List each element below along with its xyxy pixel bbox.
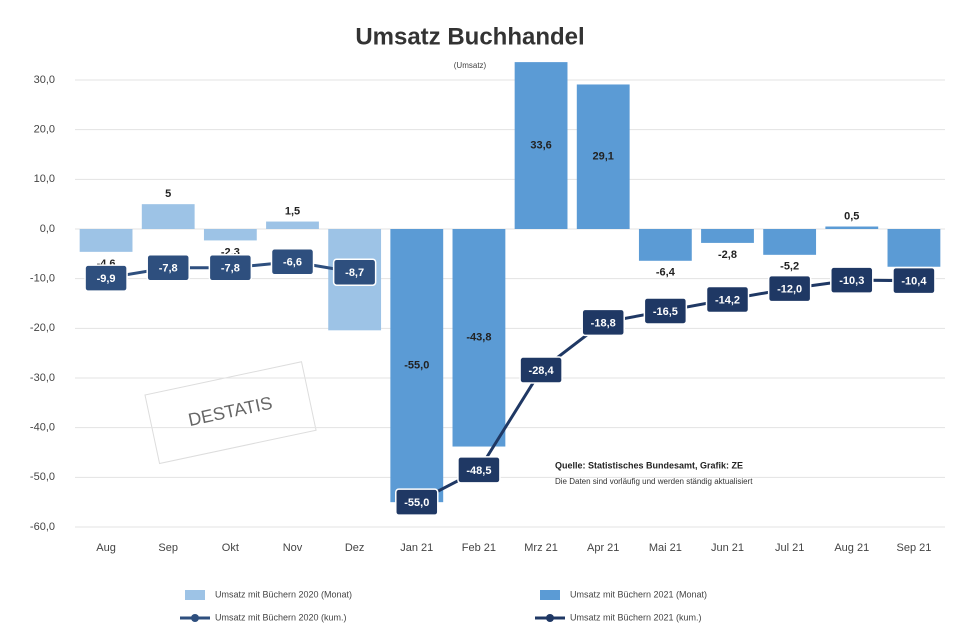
x-tick-label: Aug xyxy=(96,542,116,554)
x-tick-label: Dez xyxy=(345,542,365,554)
data-label: -6,4 xyxy=(656,267,676,279)
data-label: 1,5 xyxy=(285,205,300,217)
x-tick-label: Mai 21 xyxy=(649,542,682,554)
note: Die Daten sind vorläufig und werden stän… xyxy=(555,477,753,486)
line-label-box xyxy=(84,264,128,292)
x-tick-label: Okt xyxy=(222,542,239,554)
data-label: -12,0 xyxy=(777,284,802,296)
line-label-box xyxy=(146,253,190,282)
y-tick-label: -30,0 xyxy=(30,372,55,384)
bar xyxy=(452,229,506,447)
data-label: -8,7 xyxy=(345,267,364,279)
legend-label: Umsatz mit Büchern 2021 (kum.) xyxy=(570,612,702,622)
x-tick-label: Nov xyxy=(283,542,303,554)
data-label: -5,2 xyxy=(780,261,799,273)
line-label-box xyxy=(705,285,750,314)
data-label: 0,5 xyxy=(844,210,859,222)
chart-title: Umsatz Buchhandel xyxy=(355,23,584,50)
line-label-box xyxy=(892,266,936,295)
line-label-box xyxy=(332,258,377,286)
data-label: -43,8 xyxy=(466,332,491,344)
logo-card: DESTATIS xyxy=(144,361,317,465)
legend-label: Umsatz mit Büchern 2020 (Monat) xyxy=(215,589,352,599)
data-label: -7,8 xyxy=(221,263,240,275)
x-tick-label: Sep xyxy=(158,542,178,554)
data-label: -18,8 xyxy=(591,317,616,329)
x-tick-label: Jan 21 xyxy=(400,542,433,554)
data-label: -55,0 xyxy=(404,497,429,509)
x-tick-label: Jun 21 xyxy=(711,542,744,554)
bar xyxy=(514,62,568,230)
bar xyxy=(203,229,257,241)
y-tick-label: -40,0 xyxy=(30,422,55,434)
legend-swatch xyxy=(540,590,560,600)
x-tick-label: Mrz 21 xyxy=(524,542,558,554)
legend-label: Umsatz mit Büchern 2021 (Monat) xyxy=(570,589,707,599)
y-tick-label: -20,0 xyxy=(30,322,55,334)
y-tick-label: 0,0 xyxy=(40,223,55,235)
bar xyxy=(763,229,817,255)
y-tick-label: 20,0 xyxy=(34,124,55,136)
line-label-box xyxy=(767,274,812,303)
chart-subtitle: (Umsatz) xyxy=(454,61,487,70)
x-tick-label: Feb 21 xyxy=(462,542,496,554)
line-label-box xyxy=(395,488,439,516)
data-label: -9,9 xyxy=(97,273,116,285)
data-label: -48,5 xyxy=(466,465,491,477)
y-tick-label: -60,0 xyxy=(30,521,55,533)
line-label-box xyxy=(830,266,874,294)
y-tick-label: 30,0 xyxy=(34,74,55,86)
x-tick-label: Jul 21 xyxy=(775,542,804,554)
line-label-box xyxy=(581,308,625,337)
legend-marker xyxy=(191,614,199,622)
bar xyxy=(576,84,630,229)
data-label: -7,8 xyxy=(159,263,178,275)
data-label: -10,3 xyxy=(839,275,864,287)
data-label: -14,2 xyxy=(715,294,740,306)
bar xyxy=(266,221,319,229)
line-label-box xyxy=(270,248,315,276)
legend-marker xyxy=(546,614,554,622)
line-label-box xyxy=(519,356,563,384)
line-label-box xyxy=(643,297,688,325)
legend-swatch xyxy=(185,590,205,600)
data-label: -10,4 xyxy=(901,276,927,288)
annotation: Quelle: Statistisches Bundesamt, Grafik:… xyxy=(555,460,743,470)
x-tick-label: Sep 21 xyxy=(896,542,931,554)
y-tick-label: -50,0 xyxy=(30,471,55,483)
data-label: -16,5 xyxy=(653,306,678,318)
bar xyxy=(701,229,754,243)
line-label-box xyxy=(457,456,501,484)
line-label-box xyxy=(208,253,253,282)
data-label: -28,4 xyxy=(529,365,555,377)
data-label: 33,6 xyxy=(530,139,551,151)
data-label: 5 xyxy=(165,188,171,200)
y-tick-label: 10,0 xyxy=(34,173,55,185)
data-label: -2,8 xyxy=(718,249,737,261)
bar xyxy=(638,229,692,261)
bar xyxy=(887,229,941,267)
bar xyxy=(825,226,879,229)
data-label: -6,6 xyxy=(283,257,302,269)
y-tick-label: -10,0 xyxy=(30,273,55,285)
bar xyxy=(79,229,133,252)
bar xyxy=(390,229,444,503)
x-tick-label: Apr 21 xyxy=(587,542,619,554)
data-label: -55,0 xyxy=(404,359,429,371)
bar xyxy=(141,204,195,229)
x-tick-label: Aug 21 xyxy=(834,542,869,554)
data-label: 29,1 xyxy=(593,151,614,163)
legend-label: Umsatz mit Büchern 2020 (kum.) xyxy=(215,612,347,622)
